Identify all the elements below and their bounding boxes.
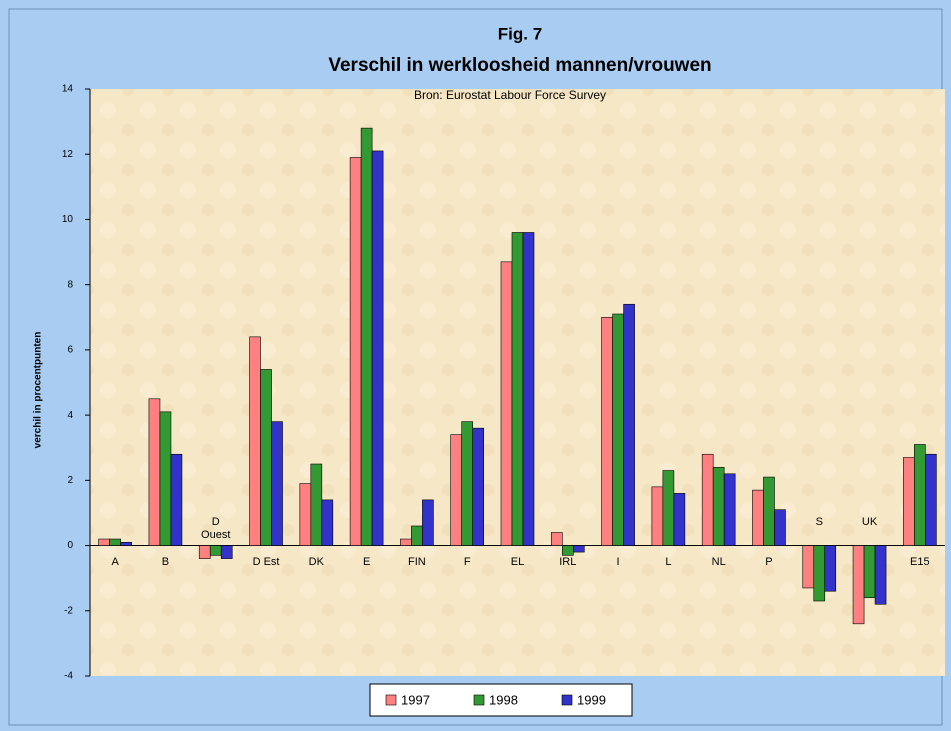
bar (209, 545, 222, 556)
bar (461, 421, 474, 546)
bar (774, 509, 786, 546)
bar (360, 127, 373, 546)
x-tick-label: IRL (559, 555, 577, 568)
bar (400, 538, 412, 546)
bar (612, 313, 624, 546)
bar (572, 545, 585, 553)
bar (349, 157, 362, 546)
legend-swatch (561, 694, 573, 706)
bar (701, 453, 714, 546)
bar (249, 336, 261, 546)
x-tick-label: S (815, 515, 823, 528)
x-tick-label: EL (510, 555, 525, 568)
bar (914, 444, 926, 546)
x-tick-label: B (161, 555, 170, 568)
bar (159, 411, 172, 546)
bar (98, 538, 110, 546)
chart-title: Fig. 7 (498, 24, 542, 43)
y-tick-label: 8 (67, 279, 73, 290)
x-tick-label: NL (711, 555, 726, 568)
y-tick-label: -2 (64, 605, 73, 616)
y-tick-label: 0 (67, 540, 73, 551)
bar (522, 232, 535, 546)
chart-subtitle: Verschil in werkloosheid mannen/vrouwen (328, 55, 711, 76)
legend-label: 1998 (489, 692, 518, 707)
bar (198, 545, 211, 559)
bar (260, 369, 272, 546)
bar (500, 261, 513, 546)
bar (802, 545, 815, 589)
bar (874, 545, 887, 605)
bar (863, 545, 876, 599)
x-tick-label: DK (308, 555, 324, 568)
bar (299, 483, 312, 546)
bar (422, 499, 434, 546)
bar (752, 489, 764, 546)
bar (813, 545, 826, 602)
x-tick-label: F (463, 555, 471, 568)
bar (109, 538, 121, 546)
bar (824, 545, 837, 592)
bar (623, 303, 635, 546)
x-tick-label: D Ouest (201, 515, 231, 541)
bar (723, 473, 736, 546)
x-tick-label: UK (861, 515, 878, 528)
y-tick-label: 10 (62, 214, 74, 225)
legend-label: 1999 (577, 692, 606, 707)
x-tick-label: FIN (408, 555, 426, 568)
bar (903, 457, 915, 546)
legend-swatch (473, 694, 485, 706)
x-tick-label: E15 (910, 555, 930, 568)
bar (651, 486, 664, 546)
x-tick-label: I (616, 555, 620, 568)
y-axis-label: verchil in procentpunten (33, 332, 44, 449)
bar (170, 453, 183, 546)
x-tick-label: A (111, 555, 119, 568)
bar (450, 434, 463, 546)
legend-label: 1997 (401, 692, 430, 707)
y-tick-label: 2 (67, 475, 73, 486)
bar (763, 476, 775, 546)
legend (369, 683, 633, 717)
bar (673, 493, 686, 546)
y-tick-label: -4 (64, 671, 73, 682)
bar (601, 316, 613, 546)
bar (712, 466, 725, 546)
bar (511, 232, 524, 546)
bar (310, 463, 323, 546)
bar (561, 545, 574, 556)
x-tick-label: E (362, 555, 371, 568)
bar (472, 427, 485, 546)
bar (411, 525, 423, 546)
bar (925, 453, 937, 546)
bar (550, 532, 563, 546)
y-tick-label: 12 (62, 149, 74, 160)
y-tick-label: 4 (67, 410, 73, 421)
legend-swatch (385, 694, 397, 706)
y-tick-label: 6 (67, 345, 73, 356)
x-tick-label: L (665, 555, 672, 568)
bar (662, 470, 675, 546)
bar (148, 398, 161, 546)
bar (271, 421, 283, 546)
y-tick-label: 14 (62, 84, 74, 95)
bar (321, 499, 334, 546)
source-note: Bron: Eurostat Labour Force Survey (414, 88, 606, 102)
bar (852, 545, 865, 625)
bar (120, 541, 132, 546)
x-tick-label: D Est (252, 555, 280, 568)
x-tick-label: P (765, 555, 773, 568)
bar (371, 150, 384, 546)
bar (220, 545, 233, 559)
